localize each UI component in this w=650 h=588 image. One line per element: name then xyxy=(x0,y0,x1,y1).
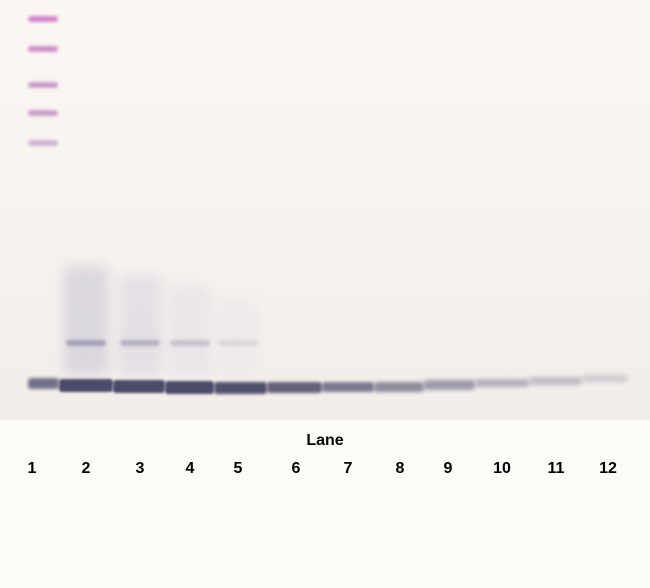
lane-label-2: 2 xyxy=(66,460,106,478)
lane-label-12: 12 xyxy=(588,460,628,478)
lane-label-7: 7 xyxy=(328,460,368,478)
smear-lane-3 xyxy=(118,275,162,375)
lane-label-5: 5 xyxy=(218,460,258,478)
main-band-lane-5 xyxy=(214,382,267,394)
lane-label-10: 10 xyxy=(482,460,522,478)
main-band-lane-3 xyxy=(113,380,165,393)
main-band-lane-11 xyxy=(529,377,582,385)
ladder-mark-1 xyxy=(28,16,58,22)
main-band-lane-7 xyxy=(322,382,374,392)
blot-figure: Lane 123456789101112 xyxy=(0,0,650,588)
upper-band-lane-5 xyxy=(218,340,258,346)
main-band-lane-8 xyxy=(374,382,424,392)
ladder-mark-5 xyxy=(28,140,58,146)
main-band-lane-9 xyxy=(424,380,475,389)
smear-lane-2 xyxy=(63,265,109,375)
main-band-lane-12 xyxy=(582,375,628,383)
main-band-lane-4 xyxy=(165,381,214,394)
ladder-mark-3 xyxy=(28,82,58,88)
main-band-lane-10 xyxy=(475,379,529,388)
smear-lane-5 xyxy=(218,300,258,375)
main-band-lane-6 xyxy=(267,382,322,393)
blot-area xyxy=(0,0,650,420)
smear-lane-4 xyxy=(169,285,211,375)
ladder-mark-2 xyxy=(28,46,58,52)
lane-label-1: 1 xyxy=(12,460,52,478)
upper-band-lane-3 xyxy=(120,340,160,346)
lane-label-11: 11 xyxy=(536,460,576,478)
upper-band-lane-2 xyxy=(66,340,106,346)
main-band-lane-2 xyxy=(59,379,113,392)
lane-label-4: 4 xyxy=(170,460,210,478)
lane-label-8: 8 xyxy=(380,460,420,478)
ladder-mark-4 xyxy=(28,110,58,116)
lane-label-6: 6 xyxy=(276,460,316,478)
axis-title: Lane xyxy=(0,432,650,450)
upper-band-lane-4 xyxy=(170,340,210,346)
lane-label-3: 3 xyxy=(120,460,160,478)
main-band-lane-1 xyxy=(28,378,59,389)
lane-label-9: 9 xyxy=(428,460,468,478)
